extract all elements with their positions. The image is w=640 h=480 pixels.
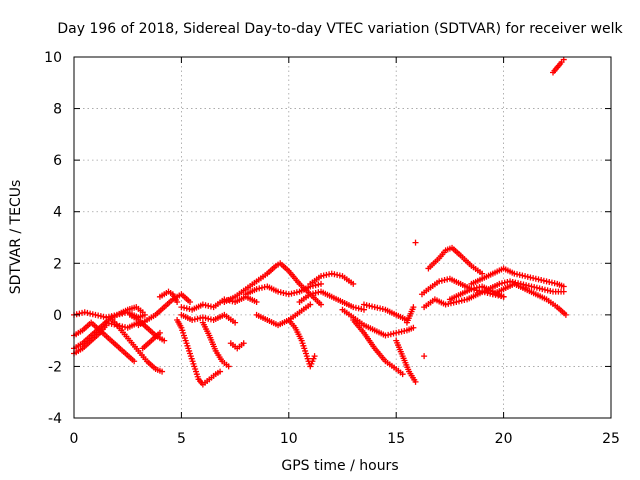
data-point <box>560 283 567 290</box>
series-arc11 <box>174 317 224 388</box>
y-axis-label: SDTVAR / TECUs <box>8 180 24 295</box>
data-point <box>421 353 428 360</box>
data-point <box>307 301 314 308</box>
series-arc22 <box>339 306 417 339</box>
x-tick-label: 25 <box>602 431 620 447</box>
data-point <box>410 304 417 311</box>
data-point <box>156 329 163 336</box>
y-tick-label: -4 <box>48 411 62 427</box>
data-point <box>399 371 406 378</box>
y-tick-label: 6 <box>53 153 62 169</box>
series-arc28 <box>421 353 428 360</box>
series-arc09 <box>139 329 163 352</box>
chart-title: Day 196 of 2018, Sidereal Day-to-day VTE… <box>57 21 623 37</box>
data-point <box>562 311 569 318</box>
plot-frame <box>73 56 612 419</box>
series-arc07 <box>126 311 168 344</box>
data-point <box>318 301 325 308</box>
y-tick-label: 0 <box>53 308 62 324</box>
data-point <box>217 368 224 375</box>
series-arc15 <box>227 340 247 352</box>
y-tick-label: 4 <box>53 205 62 221</box>
series-arc13 <box>178 311 239 326</box>
y-tick-label: -2 <box>48 359 62 375</box>
data-point <box>560 56 567 63</box>
data-point <box>318 280 325 287</box>
data-point <box>311 353 318 360</box>
data-point <box>225 363 232 370</box>
series-arc31 <box>421 278 567 311</box>
series-arc21 <box>307 270 357 287</box>
grid <box>74 57 611 418</box>
data-point <box>350 280 357 287</box>
data-point <box>412 378 419 385</box>
x-tick-label: 20 <box>495 431 513 447</box>
series-arc34 <box>446 283 507 303</box>
data-point <box>412 239 419 246</box>
series-arc26 <box>403 304 417 326</box>
series-arc02 <box>71 319 138 365</box>
series-arc04 <box>71 322 110 357</box>
data-point <box>410 324 417 331</box>
x-tick-label: 0 <box>70 431 79 447</box>
data-point <box>232 319 239 326</box>
series-arc03 <box>71 304 146 352</box>
data-point <box>186 298 193 305</box>
series-arc27 <box>412 239 419 246</box>
data-point <box>161 337 168 344</box>
data-point <box>560 288 567 295</box>
x-axis-label: GPS time / hours <box>281 458 398 474</box>
x-tick-label: 10 <box>280 431 298 447</box>
series-arc20 <box>296 288 367 313</box>
series-arc17 <box>242 280 325 298</box>
data-point <box>253 298 260 305</box>
data-point <box>159 368 166 375</box>
series-arc19 <box>285 317 318 370</box>
data-point <box>139 309 146 316</box>
series-arc25 <box>393 337 419 385</box>
data-point <box>500 293 507 300</box>
series-arc10 <box>156 288 181 305</box>
y-tick-label: 8 <box>53 102 62 118</box>
data-point <box>479 270 486 277</box>
y-tick-label: 2 <box>53 256 62 272</box>
x-tick-label: 5 <box>177 431 186 447</box>
data-point <box>360 306 367 313</box>
series-arc30 <box>425 244 486 277</box>
data-point <box>240 340 247 347</box>
data-point <box>174 298 181 305</box>
series-arc14 <box>199 319 232 370</box>
axis-ticks: 0 5 10 15 20 25 -4 -2 0 2 4 6 8 10 <box>44 50 620 447</box>
data-point <box>131 358 138 365</box>
series-arc08 <box>135 291 193 329</box>
series-arc32 <box>468 265 567 290</box>
series-arc23 <box>350 317 406 378</box>
y-tick-label: 10 <box>44 50 62 66</box>
x-tick-label: 15 <box>387 431 405 447</box>
series-arc35 <box>550 56 567 76</box>
series-arc24 <box>360 301 410 324</box>
data-series <box>71 56 569 388</box>
